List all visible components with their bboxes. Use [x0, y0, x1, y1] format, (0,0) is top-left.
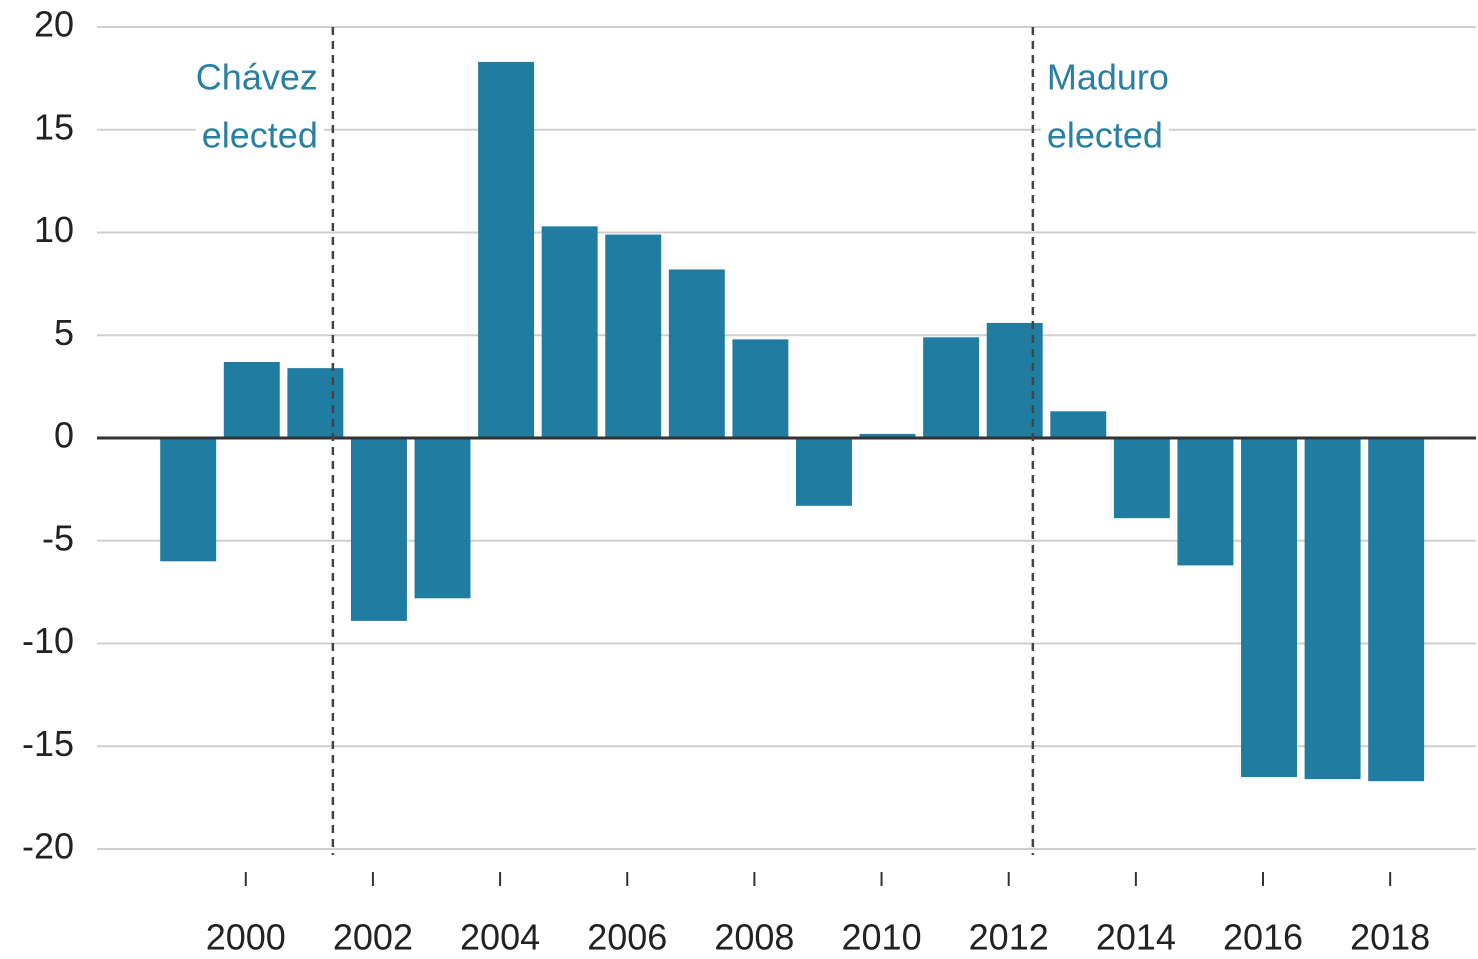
bar	[1113, 438, 1170, 519]
y-tick-label: -20	[22, 826, 74, 867]
bar	[541, 226, 598, 438]
x-tick-label: 2012	[969, 917, 1049, 958]
bar	[605, 234, 662, 438]
bar	[859, 433, 916, 438]
x-tick-label: 2010	[842, 917, 922, 958]
label-bg	[195, 114, 324, 156]
annotation: elected	[1047, 115, 1163, 156]
bar	[1050, 411, 1107, 438]
annotation: Maduro	[1047, 57, 1169, 98]
bar	[223, 361, 280, 438]
bar	[668, 269, 725, 438]
x-tick-label: 2018	[1350, 917, 1430, 958]
y-tick-label: -5	[42, 517, 74, 558]
y-tick-label: -15	[22, 723, 74, 764]
bar	[287, 368, 344, 438]
bar	[795, 438, 852, 506]
bar	[1241, 438, 1297, 778]
label-bg	[1040, 56, 1175, 98]
annotation: elected	[202, 115, 318, 156]
bar	[1368, 438, 1425, 782]
y-tick-label: 10	[34, 209, 74, 250]
annotation: Chávez	[196, 57, 318, 98]
y-tick-label: 0	[54, 415, 74, 456]
y-tick-label: 15	[34, 106, 74, 147]
x-tick-label: 2008	[714, 917, 794, 958]
x-tick-label: 2002	[333, 917, 413, 958]
x-tick-label: 2004	[460, 917, 540, 958]
bar	[1177, 438, 1234, 566]
bar	[732, 339, 789, 438]
bar	[414, 438, 471, 599]
y-tick-label: 20	[34, 4, 74, 45]
bar	[350, 438, 407, 621]
label-bg	[1040, 114, 1169, 156]
x-tick-label: 2000	[206, 917, 286, 958]
bar	[160, 438, 217, 562]
bar	[478, 61, 535, 439]
bars	[160, 61, 1425, 782]
x-tick-label: 2006	[587, 917, 667, 958]
label-bg	[189, 56, 324, 98]
x-tick-label: 2016	[1223, 917, 1303, 958]
bar	[986, 322, 1043, 438]
x-tick-label: 2014	[1096, 917, 1176, 958]
y-tick-label: 5	[54, 312, 74, 353]
bar	[923, 337, 980, 438]
y-tick-label: -10	[22, 620, 74, 661]
bar	[1304, 438, 1361, 780]
annotations: Chávez elected Maduro elected	[189, 56, 1175, 156]
